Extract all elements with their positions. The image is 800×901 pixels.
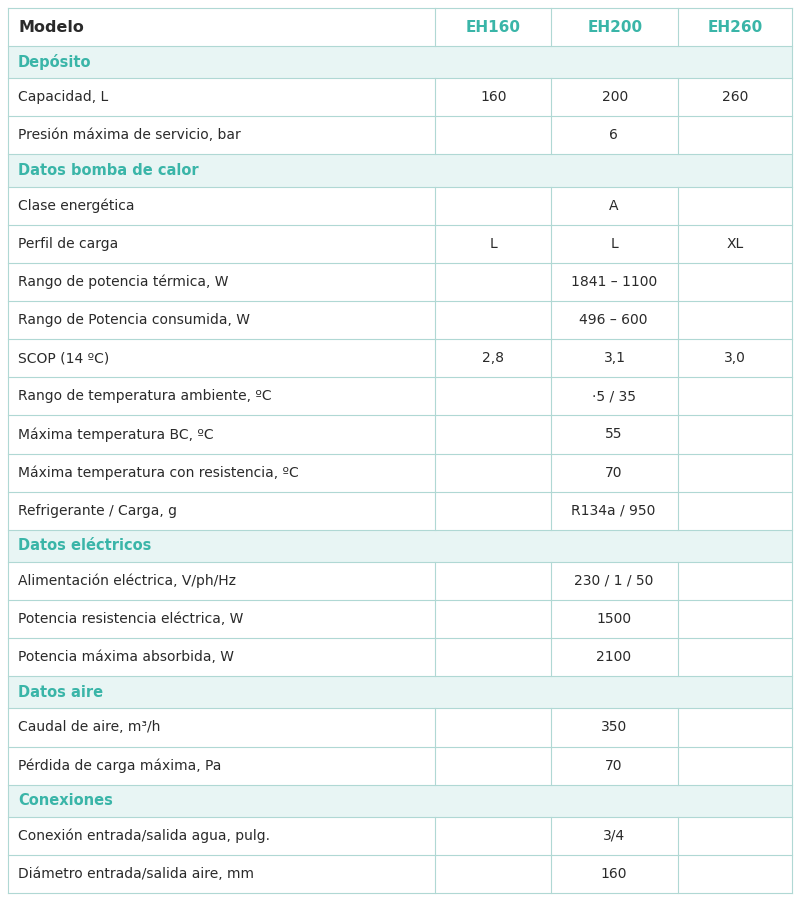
Text: Clase energética: Clase energética xyxy=(18,198,134,213)
Bar xyxy=(8,301,792,339)
Text: 6: 6 xyxy=(610,129,618,142)
Text: 496 – 600: 496 – 600 xyxy=(579,313,648,327)
Text: XL: XL xyxy=(726,237,744,250)
Text: Perfil de carga: Perfil de carga xyxy=(18,237,118,250)
Bar xyxy=(8,116,792,154)
Bar xyxy=(8,785,792,816)
Text: L: L xyxy=(490,237,497,250)
Text: Presión máxima de servicio, bar: Presión máxima de servicio, bar xyxy=(18,129,241,142)
Text: 2100: 2100 xyxy=(596,651,631,664)
Text: Modelo: Modelo xyxy=(18,20,84,34)
Text: Datos eléctricos: Datos eléctricos xyxy=(18,538,151,553)
Text: Datos aire: Datos aire xyxy=(18,685,103,700)
Text: EH160: EH160 xyxy=(466,20,521,34)
Bar xyxy=(8,562,792,600)
Text: SCOP (14 ºC): SCOP (14 ºC) xyxy=(18,351,110,365)
Text: Refrigerante / Carga, g: Refrigerante / Carga, g xyxy=(18,504,177,518)
Bar xyxy=(8,415,792,453)
Text: Rango de Potencia consumida, W: Rango de Potencia consumida, W xyxy=(18,313,250,327)
Text: 3,1: 3,1 xyxy=(604,351,626,365)
Text: L: L xyxy=(611,237,618,250)
Bar xyxy=(8,78,792,116)
Text: EH260: EH260 xyxy=(707,20,762,34)
Text: 350: 350 xyxy=(601,721,626,734)
Text: ·5 / 35: ·5 / 35 xyxy=(592,389,636,404)
Text: Rango de temperatura ambiente, ºC: Rango de temperatura ambiente, ºC xyxy=(18,389,272,404)
Text: 2,8: 2,8 xyxy=(482,351,504,365)
Text: Conexiones: Conexiones xyxy=(18,793,113,808)
Text: EH200: EH200 xyxy=(587,20,642,34)
Bar xyxy=(8,263,792,301)
Bar xyxy=(8,453,792,492)
Text: R134a / 950: R134a / 950 xyxy=(571,504,656,518)
Bar xyxy=(8,187,792,224)
Text: 3/4: 3/4 xyxy=(602,829,625,842)
Text: Potencia resistencia eléctrica, W: Potencia resistencia eléctrica, W xyxy=(18,612,243,626)
Text: 160: 160 xyxy=(480,90,506,105)
Text: Caudal de aire, m³/h: Caudal de aire, m³/h xyxy=(18,721,160,734)
Text: 55: 55 xyxy=(605,427,622,441)
Bar xyxy=(8,339,792,378)
Bar xyxy=(8,224,792,263)
Text: Depósito: Depósito xyxy=(18,54,91,70)
Bar xyxy=(8,46,792,78)
Bar xyxy=(8,154,792,187)
Text: Capacidad, L: Capacidad, L xyxy=(18,90,108,105)
Bar xyxy=(8,530,792,562)
Text: 230 / 1 / 50: 230 / 1 / 50 xyxy=(574,574,654,588)
Bar xyxy=(8,492,792,530)
Bar xyxy=(8,638,792,677)
Text: 200: 200 xyxy=(602,90,628,105)
Text: Máxima temperatura con resistencia, ºC: Máxima temperatura con resistencia, ºC xyxy=(18,465,298,480)
Bar xyxy=(8,8,792,46)
Text: Rango de potencia térmica, W: Rango de potencia térmica, W xyxy=(18,275,229,289)
Text: Máxima temperatura BC, ºC: Máxima temperatura BC, ºC xyxy=(18,427,214,441)
Text: Datos bomba de calor: Datos bomba de calor xyxy=(18,163,198,178)
Text: 70: 70 xyxy=(605,759,622,772)
Text: 1841 – 1100: 1841 – 1100 xyxy=(570,275,657,289)
Text: 1500: 1500 xyxy=(596,612,631,626)
Text: 3,0: 3,0 xyxy=(724,351,746,365)
Text: 160: 160 xyxy=(600,867,627,881)
Bar xyxy=(8,708,792,747)
Text: Diámetro entrada/salida aire, mm: Diámetro entrada/salida aire, mm xyxy=(18,867,254,881)
Text: Pérdida de carga máxima, Pa: Pérdida de carga máxima, Pa xyxy=(18,759,222,773)
Text: A: A xyxy=(609,198,618,213)
Bar xyxy=(8,747,792,785)
Text: Conexión entrada/salida agua, pulg.: Conexión entrada/salida agua, pulg. xyxy=(18,829,270,843)
Text: 260: 260 xyxy=(722,90,748,105)
Text: Alimentación eléctrica, V/ph/Hz: Alimentación eléctrica, V/ph/Hz xyxy=(18,574,236,588)
Bar xyxy=(8,816,792,855)
Text: 70: 70 xyxy=(605,466,622,479)
Bar xyxy=(8,600,792,638)
Bar xyxy=(8,378,792,415)
Bar xyxy=(8,855,792,893)
Bar xyxy=(8,677,792,708)
Text: Potencia máxima absorbida, W: Potencia máxima absorbida, W xyxy=(18,651,234,664)
